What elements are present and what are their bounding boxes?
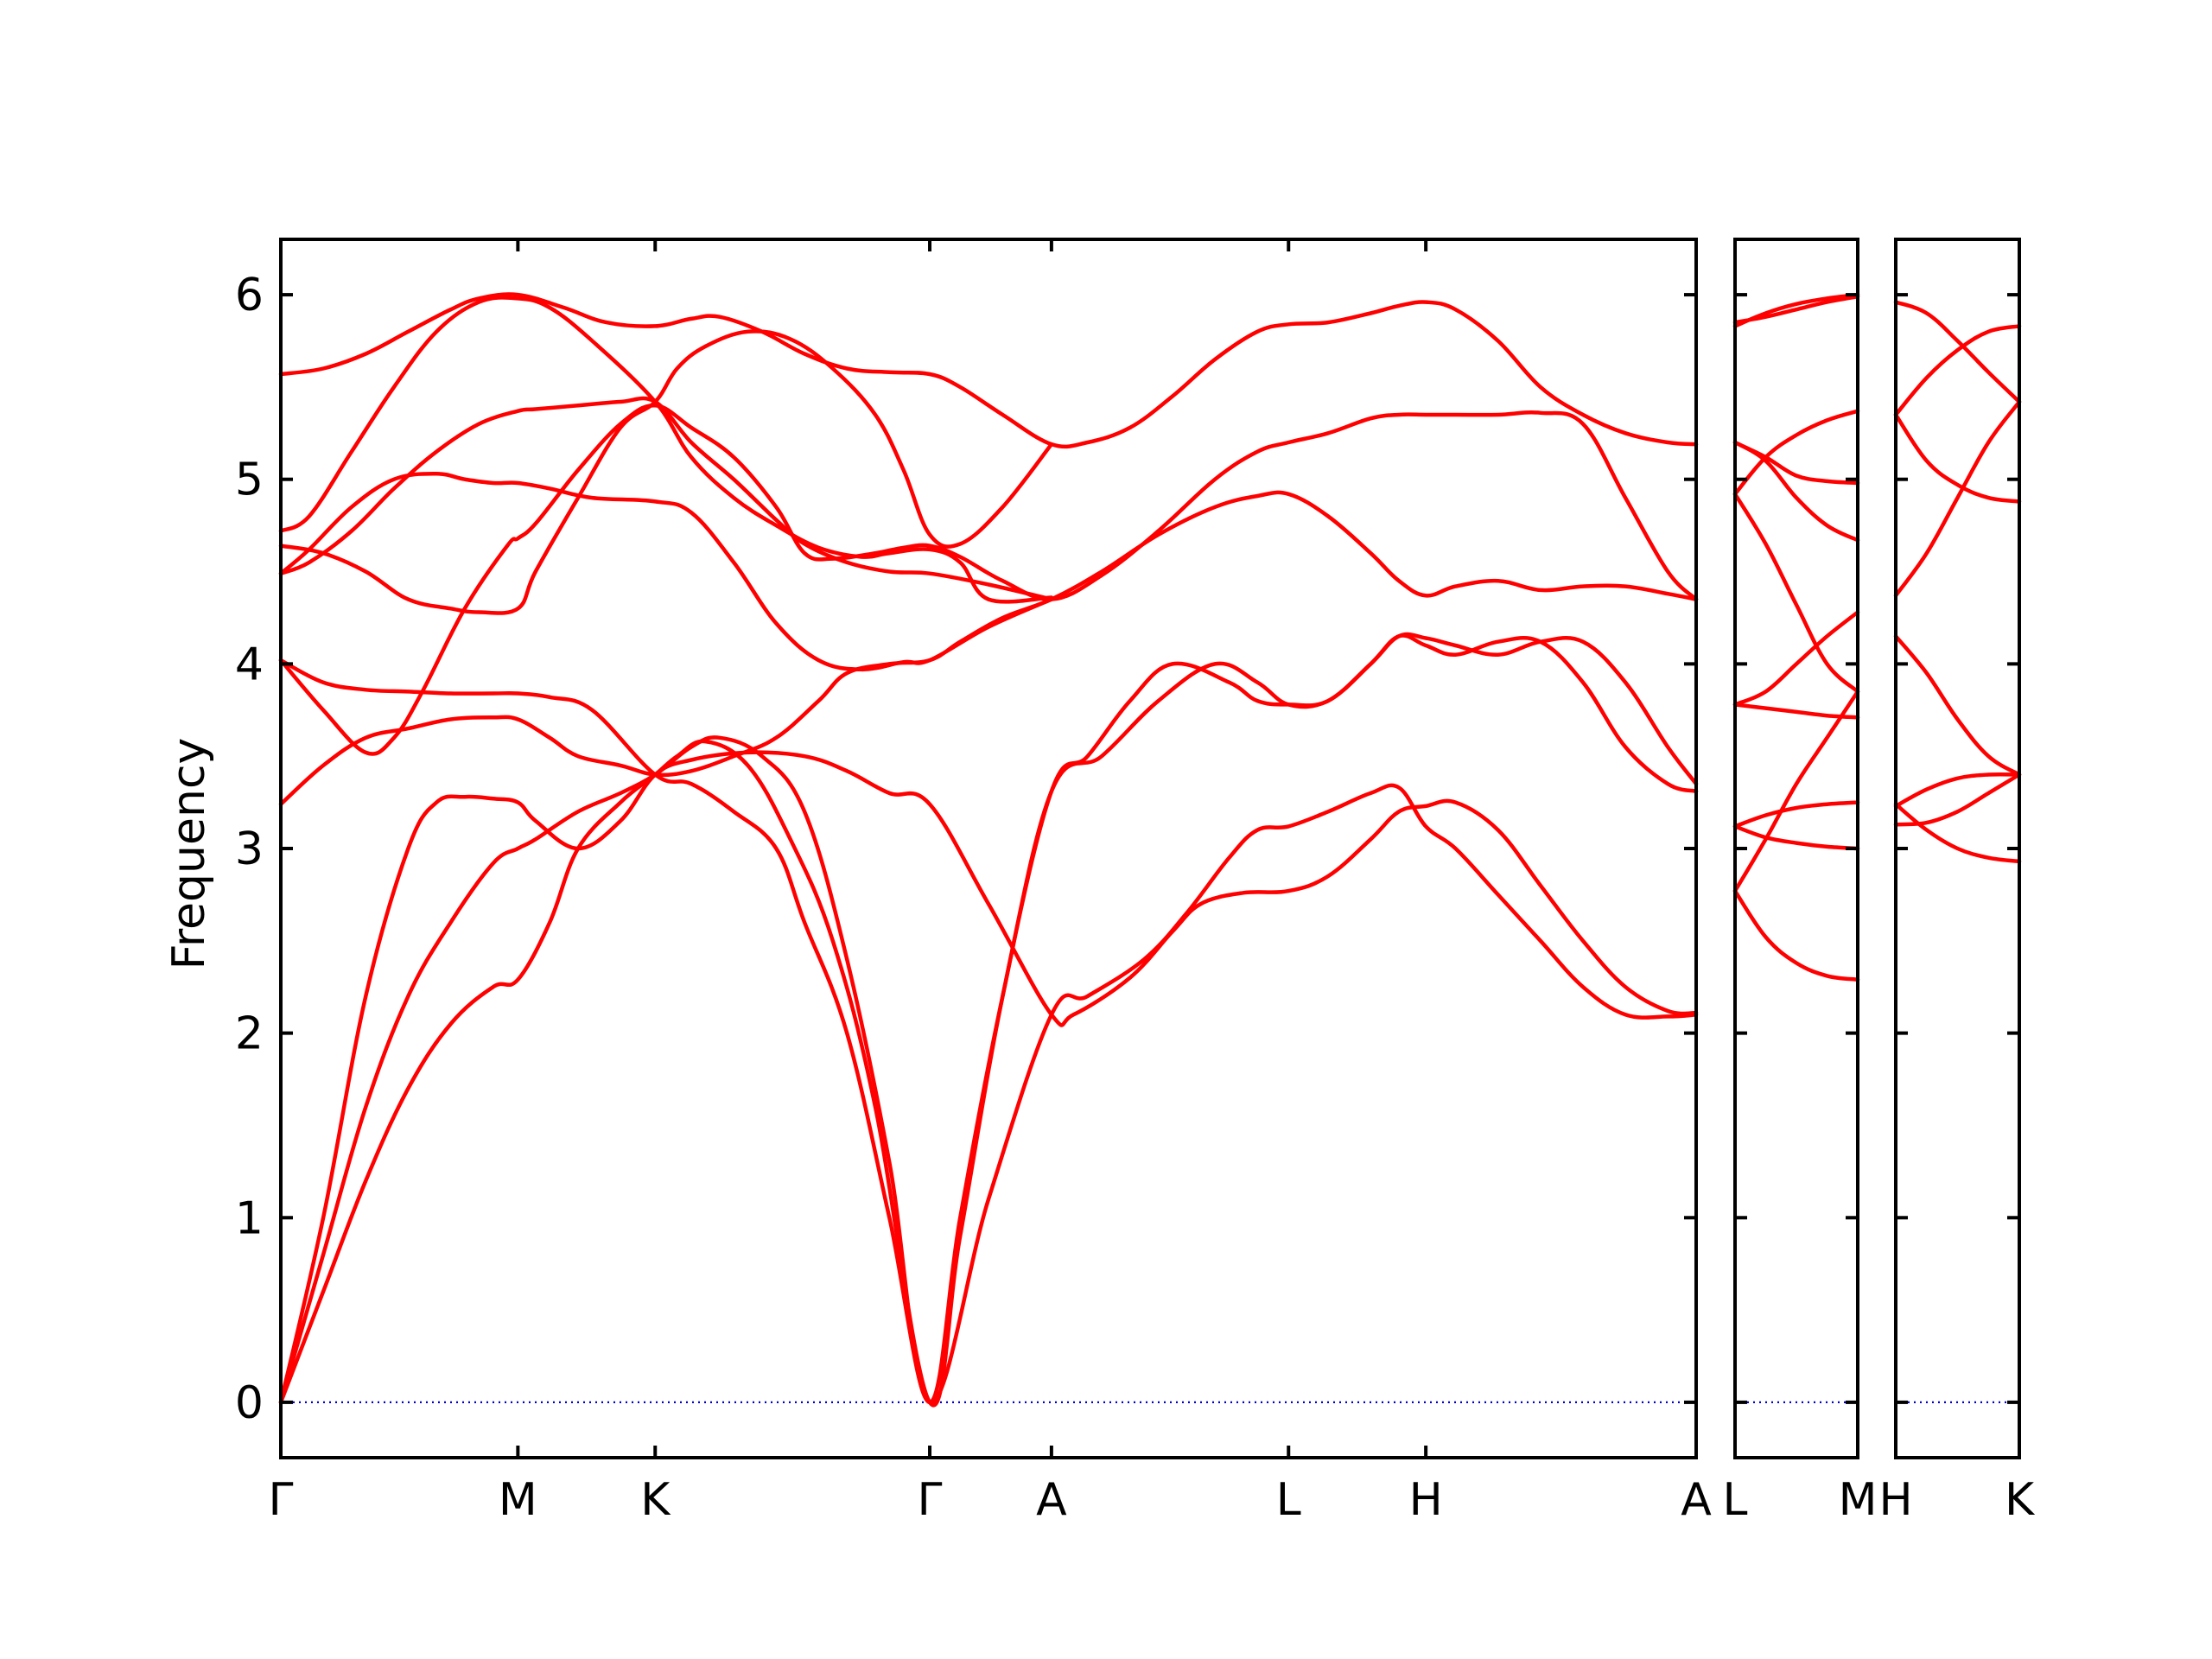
band-9 <box>278 329 1054 615</box>
band-5 <box>1732 702 1860 720</box>
band-10 <box>1732 440 1860 543</box>
band-6 <box>1893 412 2022 504</box>
band-3 <box>1732 824 1860 851</box>
band-2 <box>1732 690 1860 893</box>
x-tick-label: M <box>1839 1474 1878 1526</box>
x-tick-label: K <box>2005 1474 2036 1526</box>
band-7 <box>1732 492 1860 694</box>
y-tick-label: 4 <box>235 639 264 690</box>
band-3 <box>278 633 1699 1408</box>
band-1 <box>1893 772 2022 827</box>
x-tick-label: H <box>1878 1474 1912 1526</box>
x-tick-label: M <box>499 1474 537 1526</box>
band-10 <box>278 296 1054 604</box>
y-axis-label: Frequency <box>163 738 215 970</box>
panel-1: Γ M K Γ A L H A 0 1 2 3 4 5 6 <box>235 238 1712 1526</box>
band-4 <box>1732 800 1860 829</box>
y-tick-label: 3 <box>235 823 264 875</box>
panel-frame <box>279 238 1698 1459</box>
band-4 <box>1893 634 2022 777</box>
band-2 <box>1893 772 2022 809</box>
band-5 <box>1893 399 2022 598</box>
band-6 <box>1732 610 1860 707</box>
band-7 <box>1893 324 2022 417</box>
band-12 <box>1732 294 1860 325</box>
x-tick-label: Γ <box>918 1474 943 1526</box>
band-8 <box>278 472 1054 672</box>
y-tick-label: 6 <box>235 270 264 321</box>
band-8 <box>1893 300 2022 404</box>
y-tick-label: 2 <box>235 1008 264 1060</box>
band-8 <box>1732 409 1860 497</box>
band-4 <box>278 490 1699 806</box>
band-9 <box>1732 440 1860 486</box>
x-tick-label: L <box>1723 1474 1748 1526</box>
band-5 <box>278 404 1699 756</box>
x-tick-label: A <box>1681 1474 1712 1526</box>
y-tick-label: 1 <box>235 1192 264 1244</box>
y-tick-label: 0 <box>235 1377 264 1429</box>
x-tick-label: L <box>1276 1474 1301 1526</box>
x-tick-label: A <box>1036 1474 1067 1526</box>
x-tick-label: Γ <box>269 1474 294 1526</box>
x-tick-label: K <box>640 1474 671 1526</box>
band-11 <box>278 292 1699 449</box>
band-1 <box>278 750 1699 1405</box>
y-tick-label: 5 <box>235 454 264 506</box>
band-7 <box>278 396 1054 601</box>
band-6 <box>278 632 1699 1405</box>
band-1 <box>1732 888 1860 982</box>
band-3 <box>1893 802 2022 864</box>
x-tick-label: H <box>1409 1474 1443 1526</box>
